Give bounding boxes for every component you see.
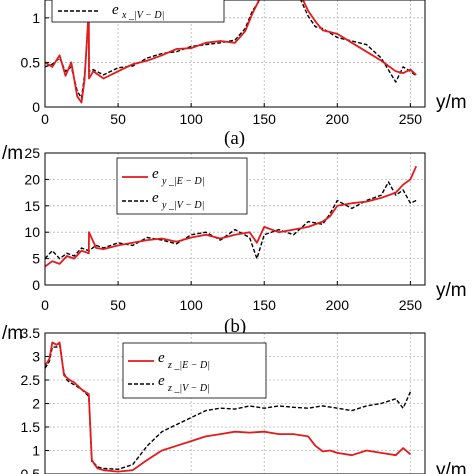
legend-label-sub-b-vd: y _|V − D|: [161, 200, 204, 211]
legend-label-sub-c-ed: z _|E − D|: [167, 360, 210, 371]
series-c: [45, 341, 412, 473]
tick-label-y-a-1: 0.5: [21, 54, 41, 70]
legend-box-a: [51, 0, 225, 23]
tick-label-y-c-4: 2.5: [21, 372, 41, 388]
tick-label-x-b-1: 50: [110, 297, 126, 313]
tick-label-x-a-2: 100: [179, 111, 203, 127]
tick-label-y-c-6: 3.5: [21, 325, 41, 341]
ticks-b: 0 50 100 150 200 250 0 5 10 15 20 25: [24, 145, 422, 313]
tick-label-y-a-0: 0: [32, 99, 40, 115]
series-line-c-0: [45, 341, 411, 473]
tick-label-y-b-2: 10: [24, 224, 40, 240]
tick-label-x-b-3: 150: [253, 297, 277, 313]
tick-label-y-c-3: 2: [32, 396, 40, 412]
legend-label-main-b-ed: e: [152, 166, 159, 182]
tick-label-y-c-2: 1.5: [21, 419, 41, 435]
tick-label-x-a-5: 250: [399, 111, 423, 127]
legend-label-main-b-vd: e: [152, 190, 159, 206]
tick-label-x-b-4: 200: [326, 297, 350, 313]
legend-a: e x _|V − D|: [51, 0, 225, 23]
tick-label-x-a-0: 0: [41, 111, 49, 127]
legend-box-c: [122, 342, 267, 399]
tick-label-y-b-0: 0: [32, 277, 40, 293]
legend-label-main-a-vd: e: [112, 2, 119, 18]
tick-label-y-b-5: 25: [24, 145, 40, 161]
legend-label-sub-c-vd: z _|V − D|: [167, 383, 210, 394]
panel-caption-b: (b): [224, 316, 246, 337]
tick-label-y-b-1: 5: [32, 251, 40, 267]
panel-b: 0 50 100 150 200 250 0 5 10 15 20 25 /m y/m (b) e y…: [2, 143, 467, 337]
legend-b: e y _|E − D| e y _|V − D|: [116, 157, 248, 215]
y-axis-label-c: /m: [2, 323, 23, 344]
ticks-a: 0 50 100 150 200 250 0 0.5 1: [21, 10, 423, 127]
x-axis-label-c: y/m: [436, 460, 467, 474]
tick-label-y-b-4: 20: [24, 171, 40, 187]
tick-label-x-a-1: 50: [110, 111, 126, 127]
panel-c: 0.5 1 1.5 2 2.5 3 3.5 /m y/m e z _|E − D| e z …: [2, 323, 467, 474]
legend-label-sub-b-ed: y _|E − D|: [161, 176, 205, 187]
tick-label-y-a-2: 1: [32, 10, 40, 26]
x-axis-label-b: y/m: [436, 280, 467, 301]
series-line-b-1: [45, 181, 417, 260]
series-line-a-0: [45, 0, 417, 104]
tick-label-x-b-0: 0: [41, 297, 49, 313]
series-b: [45, 165, 418, 268]
panel-a: 0 50 100 150 200 250 0 0.5 1 y/m (a) e x _|V − D…: [21, 0, 467, 149]
series-line-b-0: [45, 165, 418, 268]
tick-label-y-c-0: 0.5: [21, 466, 41, 474]
panel-caption-a: (a): [224, 128, 245, 149]
tick-label-x-b-5: 250: [399, 297, 423, 313]
tick-label-y-c-1: 1: [32, 443, 40, 459]
series-a: [45, 0, 417, 104]
legend-c: e z _|E − D| e z _|V − D|: [122, 342, 267, 399]
legend-label-main-c-vd: e: [158, 373, 165, 389]
tick-label-x-a-3: 150: [253, 111, 277, 127]
legend-box-b: [116, 157, 248, 215]
frame-b: [44, 152, 426, 286]
ticks-c: 0.5 1 1.5 2 2.5 3 3.5: [21, 325, 49, 474]
legend-label-sub-a-vd: x _|V − D|: [121, 10, 164, 21]
tick-label-x-a-4: 200: [326, 111, 350, 127]
frame-a: [44, 0, 426, 108]
series-line-c-1: [45, 344, 412, 470]
tick-label-y-c-5: 3: [32, 349, 40, 365]
y-axis-label-b: /m: [2, 143, 23, 164]
x-axis-label-a: y/m: [436, 92, 467, 113]
tick-label-x-b-2: 100: [179, 297, 203, 313]
legend-label-main-c-ed: e: [158, 350, 165, 366]
tick-label-y-b-3: 15: [24, 198, 40, 214]
